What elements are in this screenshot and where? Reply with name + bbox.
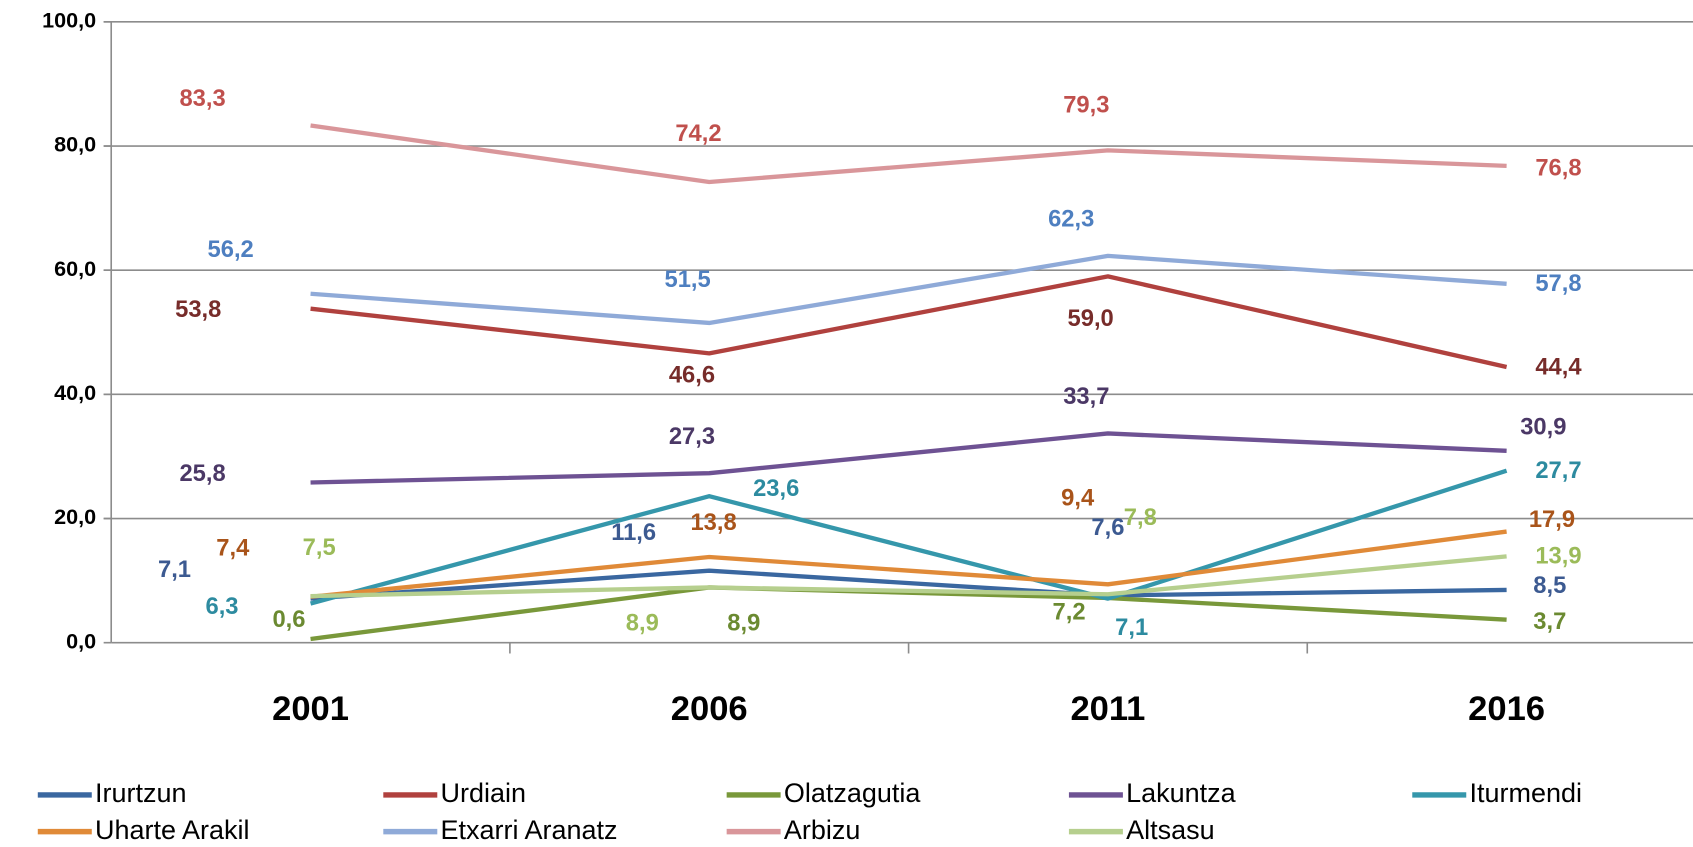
x-tick-label: 2016 <box>1468 690 1545 728</box>
legend-label: Altsasu <box>1126 815 1214 845</box>
series-line <box>310 585 1507 642</box>
data-label: 3,7 <box>1533 608 1566 635</box>
data-label: 7,6 <box>1091 514 1124 541</box>
data-label: 27,3 <box>669 423 715 450</box>
data-label: 44,4 <box>1535 353 1582 380</box>
series-line <box>310 554 1507 599</box>
data-label: 33,7 <box>1063 383 1109 410</box>
data-label: 30,9 <box>1520 413 1566 440</box>
data-label: 9,4 <box>1061 484 1095 511</box>
series-line <box>310 529 1507 599</box>
data-label: 8,9 <box>626 609 659 636</box>
y-tick-label: 80,0 <box>54 132 96 157</box>
legend-label: Lakuntza <box>1126 778 1236 808</box>
series-line <box>310 568 1507 601</box>
data-label: 0,6 <box>272 606 305 633</box>
data-label: 62,3 <box>1048 206 1094 233</box>
data-label: 27,7 <box>1535 457 1581 484</box>
legend-label: Urdiain <box>441 778 527 808</box>
data-label: 46,6 <box>669 361 715 388</box>
legend-label: Etxarri Aranatz <box>441 815 618 845</box>
data-label: 74,2 <box>675 120 721 147</box>
legend-label: Iturmendi <box>1469 778 1581 808</box>
data-label: 13,8 <box>690 509 736 536</box>
data-label: 7,8 <box>1124 504 1157 531</box>
data-label: 17,9 <box>1529 506 1575 533</box>
legend-label: Uharte Arakil <box>95 815 249 845</box>
series-line <box>309 468 1508 606</box>
y-tick-label: 40,0 <box>54 380 96 405</box>
legend-label: Arbizu <box>784 815 861 845</box>
data-label: 7,5 <box>303 534 336 561</box>
data-label: 57,8 <box>1535 270 1581 297</box>
series-line <box>310 431 1507 485</box>
y-tick-label: 100,0 <box>42 8 96 33</box>
series-line <box>310 123 1507 185</box>
y-tick-label: 20,0 <box>54 504 96 529</box>
data-label: 13,9 <box>1535 543 1581 570</box>
data-label: 6,3 <box>206 593 239 620</box>
data-label: 8,9 <box>727 609 760 636</box>
data-label: 56,2 <box>208 236 254 263</box>
data-label: 23,6 <box>753 475 799 502</box>
data-label: 83,3 <box>179 85 225 112</box>
y-tick-label: 60,0 <box>54 256 96 281</box>
series-line <box>310 253 1507 326</box>
data-label: 25,8 <box>179 460 225 487</box>
data-label: 7,1 <box>158 556 191 583</box>
y-tick-label: 0,0 <box>66 628 96 653</box>
x-tick-label: 2006 <box>671 690 748 728</box>
legend-label: Olatzagutia <box>784 778 921 808</box>
x-tick-label: 2011 <box>1070 690 1145 728</box>
data-label: 7,4 <box>216 535 250 562</box>
data-label: 51,5 <box>665 266 711 293</box>
series-line <box>310 274 1508 370</box>
data-label: 53,8 <box>175 296 221 323</box>
data-label: 8,5 <box>1533 572 1566 599</box>
data-label: 7,1 <box>1115 614 1148 641</box>
data-label: 7,2 <box>1053 598 1086 625</box>
data-label: 79,3 <box>1063 91 1109 118</box>
data-label: 11,6 <box>611 519 656 546</box>
x-tick-label: 2001 <box>272 690 349 728</box>
data-label: 59,0 <box>1068 305 1114 332</box>
legend-label: Irurtzun <box>95 778 186 808</box>
data-label: 76,8 <box>1535 154 1581 181</box>
